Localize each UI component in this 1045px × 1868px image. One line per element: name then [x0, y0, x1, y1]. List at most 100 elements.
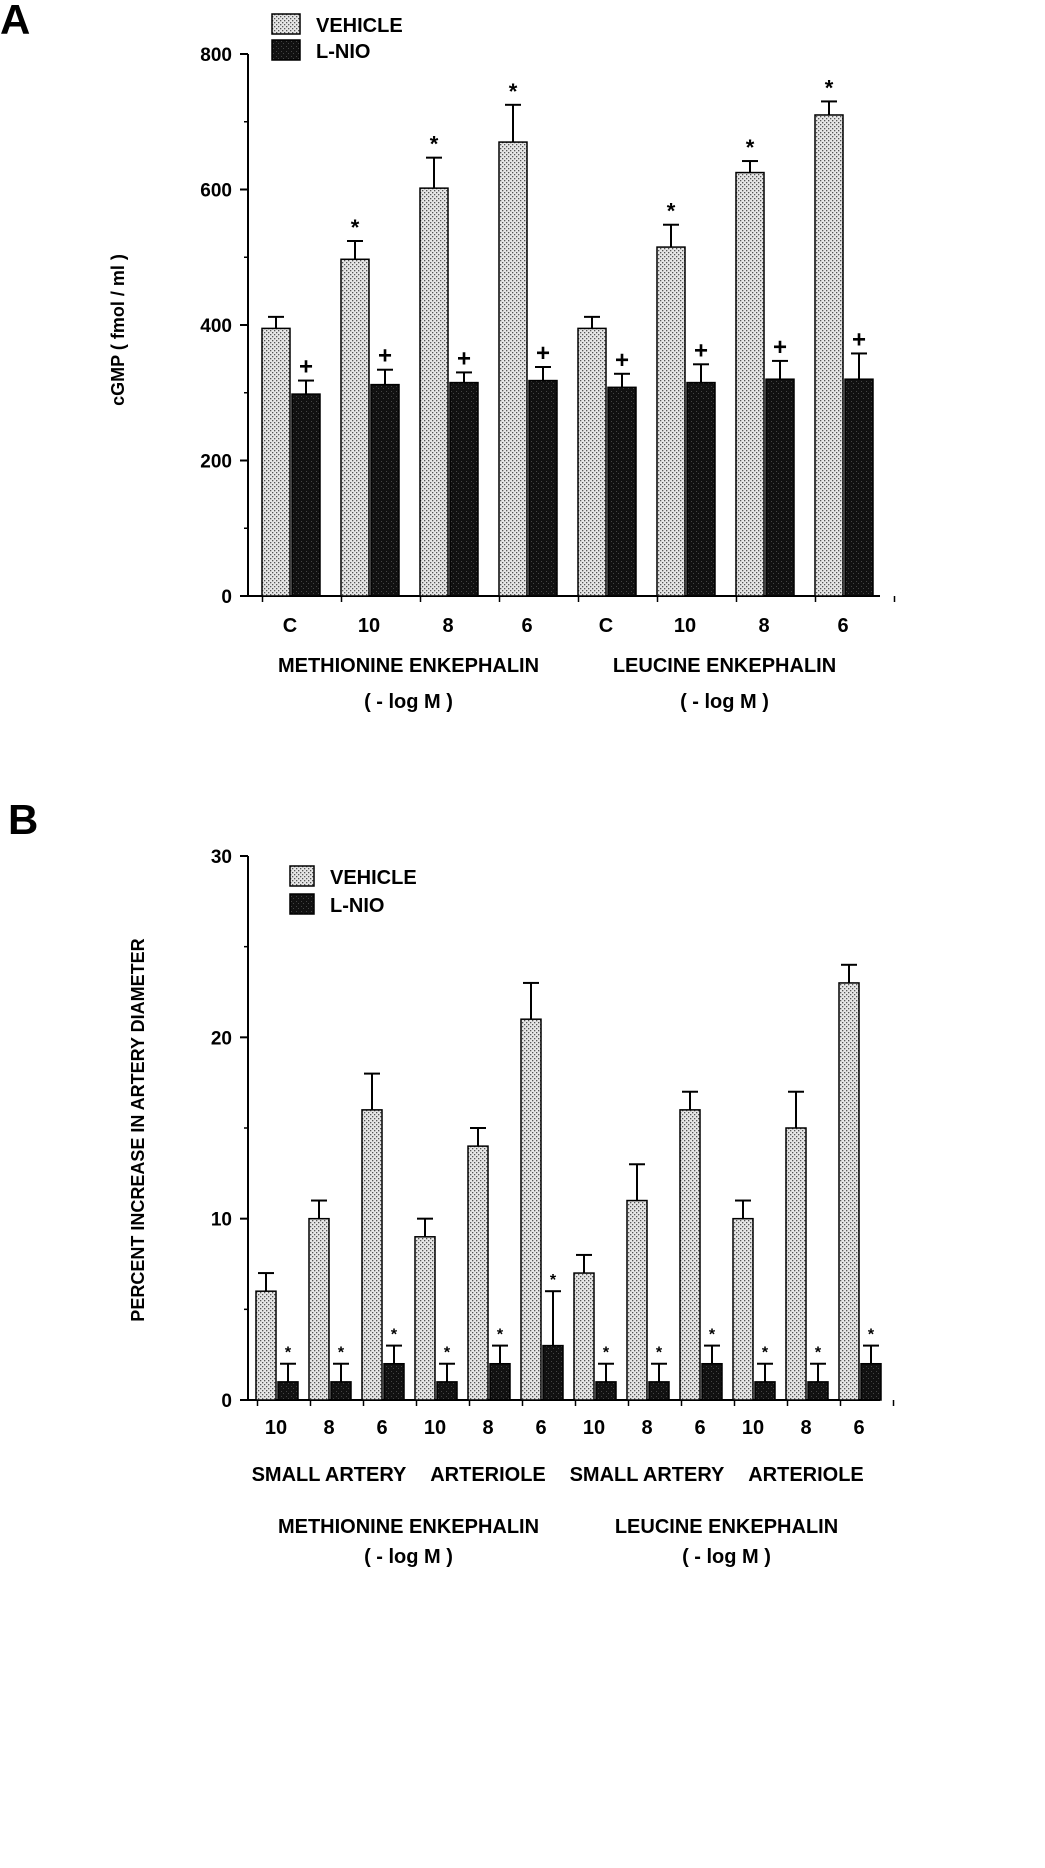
- panel-b-ylabel: PERCENT INCREASE IN ARTERY DIAMETER: [128, 938, 148, 1321]
- lnio-bar: [489, 1362, 511, 1401]
- y-tick-label: 600: [200, 181, 232, 202]
- lnio-significance-marker: +: [299, 354, 313, 381]
- lnio-bar: [528, 379, 558, 597]
- group-unit-label: ( - log M ): [682, 1546, 771, 1568]
- group-unit-label: ( - log M ): [680, 691, 769, 713]
- y-tick-label: 30: [211, 847, 232, 868]
- vehicle-bar: [261, 327, 291, 597]
- group-label: ARTERIOLE: [748, 1464, 864, 1486]
- x-category-label: 6: [837, 615, 848, 637]
- vehicle-significance-marker: *: [430, 132, 439, 157]
- lnio-significance-marker: *: [497, 1327, 504, 1344]
- lnio-bar: [330, 1381, 352, 1401]
- x-category-label: 10: [265, 1417, 287, 1439]
- panel-b-letter: B: [8, 796, 38, 843]
- lnio-significance-marker: *: [868, 1327, 875, 1344]
- lnio-bar: [542, 1344, 564, 1401]
- lnio-legend-label: L-NIO: [316, 41, 370, 63]
- lnio-significance-marker: *: [391, 1327, 398, 1344]
- y-tick-label: 200: [200, 452, 232, 473]
- lnio-bar: [291, 393, 321, 597]
- lnio-significance-marker: *: [285, 1345, 292, 1362]
- vehicle-bar: [340, 258, 370, 597]
- vehicle-bar: [255, 1290, 277, 1401]
- x-category-label: 6: [853, 1417, 864, 1439]
- x-category-label: 10: [583, 1417, 605, 1439]
- lnio-significance-marker: *: [444, 1345, 451, 1362]
- group-label: LEUCINE ENKEPHALIN: [615, 1516, 838, 1538]
- lnio-significance-marker: +: [852, 326, 866, 353]
- x-category-label: 6: [376, 1417, 387, 1439]
- x-category-label: C: [599, 615, 613, 637]
- vehicle-significance-marker: *: [667, 199, 676, 224]
- x-category-label: 8: [323, 1417, 334, 1439]
- lnio-bar: [844, 378, 874, 597]
- lnio-significance-marker: *: [815, 1345, 822, 1362]
- lnio-bar: [754, 1381, 776, 1401]
- y-tick-label: 800: [200, 45, 232, 66]
- lnio-legend-swatch: [271, 39, 301, 61]
- x-category-label: 8: [758, 615, 769, 637]
- vehicle-bar: [467, 1145, 489, 1401]
- lnio-bar: [686, 381, 716, 597]
- y-tick-label: 400: [200, 316, 232, 337]
- vehicle-bar: [735, 171, 765, 597]
- group-label: METHIONINE ENKEPHALIN: [278, 1516, 539, 1538]
- group-label: SMALL ARTERY: [570, 1464, 725, 1486]
- lnio-significance-marker: *: [550, 1272, 557, 1289]
- vehicle-bar: [679, 1109, 701, 1401]
- lnio-bar: [277, 1381, 299, 1401]
- x-category-label: 8: [442, 615, 453, 637]
- vehicle-legend-swatch: [289, 865, 315, 887]
- lnio-significance-marker: *: [656, 1345, 663, 1362]
- lnio-bar: [595, 1381, 617, 1401]
- lnio-bar: [449, 381, 479, 597]
- group-unit-label: ( - log M ): [364, 691, 453, 713]
- x-category-label: 10: [358, 615, 380, 637]
- vehicle-bar: [785, 1127, 807, 1401]
- x-category-label: 6: [694, 1417, 705, 1439]
- vehicle-legend-label: VEHICLE: [330, 867, 417, 889]
- group-label: ARTERIOLE: [430, 1464, 546, 1486]
- lnio-significance-marker: +: [615, 347, 629, 374]
- x-category-label: 8: [641, 1417, 652, 1439]
- vehicle-bar: [577, 327, 607, 597]
- lnio-bar: [765, 378, 795, 597]
- lnio-significance-marker: *: [762, 1345, 769, 1362]
- y-tick-label: 20: [211, 1028, 232, 1049]
- vehicle-bar: [656, 246, 686, 597]
- vehicle-bar: [573, 1272, 595, 1401]
- lnio-significance-marker: +: [694, 337, 708, 364]
- lnio-bar: [436, 1381, 458, 1401]
- lnio-significance-marker: +: [536, 340, 550, 367]
- vehicle-bar: [814, 114, 844, 597]
- lnio-significance-marker: *: [709, 1327, 716, 1344]
- lnio-legend-swatch: [289, 893, 315, 915]
- panel-a-ylabel: cGMP ( fmol / ml ): [108, 254, 128, 406]
- lnio-bar: [648, 1381, 670, 1401]
- vehicle-bar: [626, 1199, 648, 1401]
- vehicle-bar: [498, 141, 528, 597]
- x-category-label: 8: [482, 1417, 493, 1439]
- vehicle-significance-marker: *: [746, 135, 755, 160]
- lnio-significance-marker: +: [773, 334, 787, 361]
- x-category-label: 10: [742, 1417, 764, 1439]
- vehicle-bar: [308, 1217, 330, 1401]
- group-label: METHIONINE ENKEPHALIN: [278, 655, 539, 677]
- panel-a-chart: 0 200 400 600 800 * * * * * * + + + + + + + + C 10 8 6 C 10 8 6 MET…: [200, 13, 896, 713]
- group-unit-label: ( - log M ): [364, 1546, 453, 1568]
- vehicle-bar: [414, 1236, 436, 1401]
- x-category-label: 6: [535, 1417, 546, 1439]
- vehicle-bar: [419, 187, 449, 597]
- lnio-significance-marker: *: [603, 1345, 610, 1362]
- lnio-bar: [701, 1362, 723, 1401]
- vehicle-bar: [732, 1217, 754, 1401]
- lnio-significance-marker: +: [457, 345, 471, 372]
- vehicle-bar: [361, 1109, 383, 1401]
- lnio-bar: [807, 1381, 829, 1401]
- y-tick-label: 10: [211, 1210, 232, 1231]
- y-tick-label: 0: [221, 1391, 232, 1412]
- group-label: SMALL ARTERY: [252, 1464, 407, 1486]
- panel-b-chart: 0 10 20 30 * * * * * * * * * * * * 10 8 6 10 8 6 10 8 6 10 8 6 SMALL…: [211, 847, 895, 1568]
